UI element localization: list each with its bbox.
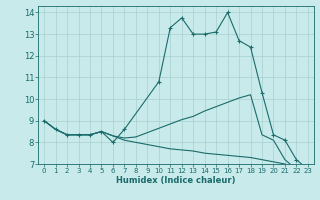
X-axis label: Humidex (Indice chaleur): Humidex (Indice chaleur) <box>116 176 236 185</box>
